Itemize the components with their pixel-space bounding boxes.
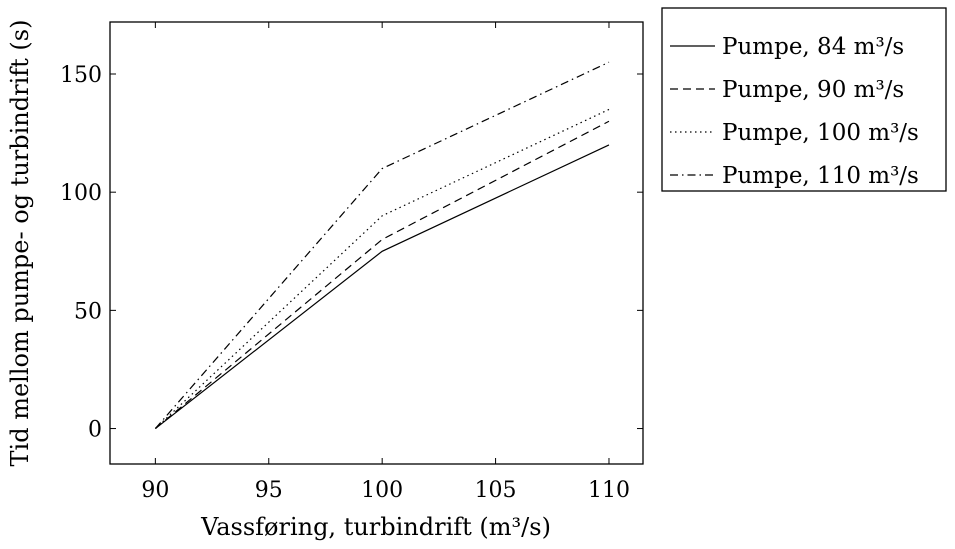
y-tick-label: 50 (74, 299, 102, 324)
series-line (154, 61, 610, 429)
legend-label: Pumpe, 100 m³/s (722, 120, 919, 146)
legend: Pumpe, 84 m³/s Pumpe, 90 m³/s Pumpe, 100 m… (661, 7, 947, 192)
x-tick-label: 95 (255, 478, 283, 503)
y-tick-label: 0 (88, 418, 102, 443)
series-lines (154, 61, 610, 430)
y-axis-label: Tid mellom pumpe- og turbindrift (s) (6, 20, 34, 467)
legend-label: Pumpe, 90 m³/s (722, 77, 904, 103)
x-tick-label: 100 (361, 478, 403, 503)
legend-label: Pumpe, 110 m³/s (722, 163, 919, 189)
y-tick-label: 100 (60, 181, 102, 206)
legend-box (661, 7, 947, 192)
series-line (154, 120, 610, 430)
series-line (154, 108, 610, 429)
x-tick-label: 110 (588, 478, 630, 503)
legend-label: Pumpe, 84 m³/s (722, 34, 904, 60)
axis-ticks: 90 95 100 105 110 0 50 100 150 (60, 22, 643, 503)
y-tick-label: 150 (60, 63, 102, 88)
x-tick-label: 105 (475, 478, 517, 503)
x-axis-label: Vassføring, turbindrift (m³/s) (200, 513, 551, 541)
plot-area (109, 21, 644, 465)
x-tick-label: 90 (141, 478, 169, 503)
series-line (154, 144, 610, 430)
